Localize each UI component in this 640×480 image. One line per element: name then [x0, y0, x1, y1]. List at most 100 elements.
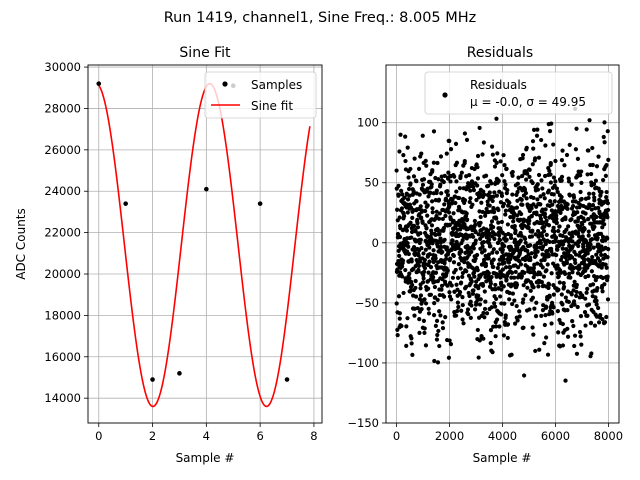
residual-point: [605, 201, 610, 206]
legend-residuals-label: Residuals: [470, 78, 527, 92]
residual-point: [429, 182, 434, 187]
residual-point: [601, 178, 606, 183]
residual-point: [567, 271, 572, 276]
residual-point: [449, 283, 454, 288]
residual-point: [400, 264, 405, 269]
residual-point: [553, 158, 558, 164]
residual-point: [557, 224, 562, 229]
residual-point: [495, 265, 500, 271]
residual-point: [453, 267, 458, 273]
residual-point: [565, 289, 571, 294]
residual-point: [548, 180, 554, 185]
residual-point: [487, 231, 492, 236]
residual-point: [473, 230, 478, 235]
residual-point: [409, 341, 414, 346]
residual-point: [586, 273, 591, 279]
residual-point: [414, 179, 419, 184]
residual-point: [471, 184, 476, 189]
residual-point: [450, 238, 455, 243]
residual-point: [493, 232, 498, 237]
residual-point: [420, 182, 426, 187]
residual-point: [569, 217, 574, 222]
residual-point: [511, 215, 516, 220]
residual-point: [599, 252, 604, 258]
residual-point: [426, 286, 431, 291]
residual-point: [422, 257, 427, 263]
residual-point: [455, 300, 461, 305]
residual-point: [433, 232, 438, 237]
residual-point: [548, 172, 553, 177]
residual-point: [527, 270, 533, 275]
residual-point: [423, 343, 429, 348]
sine-fit-y-tick-label: 26000: [44, 143, 81, 157]
residual-point: [540, 308, 546, 313]
residual-point: [406, 251, 411, 257]
residuals-y-tick-label: −150: [347, 416, 379, 430]
residual-point: [449, 201, 455, 206]
residual-point: [588, 242, 593, 247]
residual-point: [551, 142, 556, 147]
residual-point: [419, 215, 424, 220]
residual-point: [444, 256, 449, 261]
sine-fit-x-tick-label: 4: [203, 429, 210, 443]
residual-point: [546, 223, 552, 228]
residual-point: [599, 189, 604, 195]
residual-point: [539, 178, 544, 183]
residual-point: [478, 214, 483, 220]
residual-point: [454, 313, 459, 318]
residual-point: [513, 228, 518, 233]
residual-point: [433, 323, 438, 328]
residual-point: [590, 162, 595, 168]
residual-point: [434, 213, 439, 219]
residual-point: [512, 211, 517, 216]
residual-point: [541, 192, 546, 197]
residual-point: [604, 265, 609, 270]
residual-point: [515, 265, 521, 270]
residual-point: [594, 298, 599, 303]
residual-point: [418, 293, 424, 298]
residual-point: [510, 173, 515, 178]
residual-point: [411, 266, 416, 271]
residual-point: [594, 164, 600, 169]
residual-point: [440, 216, 445, 222]
residual-point: [530, 295, 536, 300]
residual-point: [476, 293, 481, 298]
residual-point: [436, 216, 442, 221]
residual-point: [492, 236, 497, 241]
residual-point: [546, 254, 551, 259]
residual-point: [481, 140, 486, 145]
residual-point: [560, 302, 565, 307]
residual-point: [481, 310, 486, 316]
residual-point: [409, 336, 414, 341]
sine-fit-line: [98, 82, 311, 408]
residual-point: [476, 355, 481, 360]
residual-point: [602, 320, 608, 325]
residual-point: [592, 323, 598, 328]
residual-point: [484, 311, 490, 316]
residual-point: [549, 271, 554, 276]
residual-point: [498, 200, 504, 205]
residual-point: [508, 265, 513, 270]
residual-point: [565, 326, 570, 331]
residual-point: [483, 299, 488, 304]
residual-point: [457, 186, 463, 191]
residual-point: [417, 192, 422, 197]
residual-point: [503, 182, 508, 187]
residual-point: [419, 246, 424, 251]
sample-point: [204, 186, 209, 192]
residual-point: [531, 285, 536, 290]
residual-point: [575, 304, 580, 310]
residual-point: [510, 192, 515, 197]
residual-point: [509, 270, 515, 275]
residual-point: [594, 302, 599, 307]
residual-point: [590, 254, 595, 260]
residual-point: [592, 198, 597, 203]
residual-point: [493, 324, 499, 329]
residual-point: [492, 304, 498, 309]
legend-samples-label: Samples: [251, 78, 302, 92]
residual-point: [508, 235, 514, 241]
residual-point: [547, 239, 552, 245]
residual-point: [530, 139, 536, 144]
residual-point: [536, 172, 542, 178]
residual-point: [457, 195, 462, 201]
